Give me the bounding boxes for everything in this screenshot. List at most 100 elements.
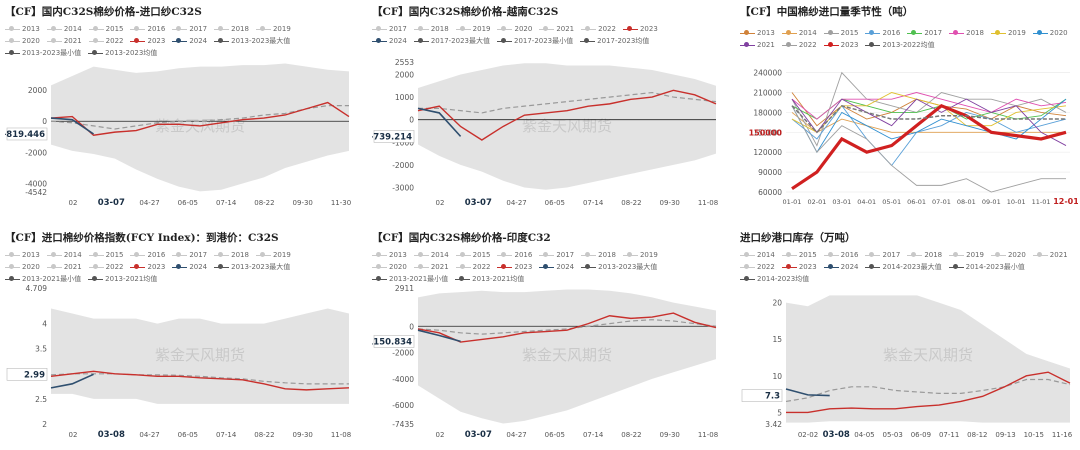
x-tick-label: 04-27	[139, 431, 159, 439]
legend-item[interactable]: 2017	[865, 249, 900, 261]
legend-item[interactable]: 2013-2023最大值	[581, 261, 657, 273]
legend-item[interactable]: 2017	[372, 23, 407, 35]
legend-item[interactable]: 2020	[5, 261, 40, 273]
legend-label: 2019	[966, 251, 984, 259]
legend-item[interactable]: 2013-2023最小值	[5, 47, 81, 59]
legend-label: 2016	[147, 25, 166, 33]
legend-item[interactable]: 2013	[5, 23, 40, 35]
legend-item[interactable]: 2013-2021最小值	[372, 273, 448, 285]
legend-item[interactable]: 2024	[172, 35, 207, 47]
legend-item[interactable]: 2018	[413, 23, 449, 35]
legend-item[interactable]: 2013-2021最小值	[5, 273, 81, 285]
legend-item[interactable]: 2018	[214, 249, 249, 261]
legend-item[interactable]: 2014	[781, 27, 817, 39]
legend-item[interactable]: 2015	[88, 23, 123, 35]
legend-item[interactable]: 2020	[1032, 27, 1068, 39]
legend-item[interactable]: 2019	[949, 249, 984, 261]
legend-item[interactable]: 2024	[823, 261, 858, 273]
range-band	[51, 308, 349, 404]
legend-item[interactable]: 2021	[413, 261, 449, 273]
legend-label: 2013-2021均值	[105, 275, 158, 283]
legend-item[interactable]: 2021	[1032, 249, 1068, 261]
legend-item[interactable]: 2020	[372, 261, 407, 273]
legend-item[interactable]: 2020	[497, 23, 532, 35]
legend-item[interactable]: 2018	[907, 249, 942, 261]
legend-item[interactable]: 2014-2023最大值	[865, 261, 942, 273]
legend-item[interactable]: 2015	[455, 249, 490, 261]
legend-item[interactable]: 2023	[622, 23, 658, 35]
legend-item[interactable]: 2013-2023均值	[88, 47, 157, 59]
legend-label: 2013-2023最大值	[231, 263, 291, 271]
legend-item[interactable]: 2023	[781, 261, 817, 273]
legend-item[interactable]: 2018	[214, 23, 249, 35]
legend-item[interactable]: 2013-2023最大值	[214, 35, 290, 47]
legend-marker-icon	[372, 275, 387, 283]
legend-item[interactable]: 2017	[172, 23, 207, 35]
chart-panel-yarn-port-inventory: 进口纱港口库存（万吨） 2014 2015 2016 2017 2018 2019 2020…	[740, 230, 1078, 446]
current-value-box	[6, 127, 48, 141]
legend-item[interactable]: 2013	[372, 249, 407, 261]
legend-item[interactable]: 2015	[88, 249, 123, 261]
legend-item[interactable]: 2014	[413, 249, 449, 261]
legend-item[interactable]: 2013	[5, 249, 40, 261]
legend-item[interactable]: 2015	[781, 249, 817, 261]
legend-item[interactable]: 2020	[990, 249, 1026, 261]
legend-item[interactable]: 2023	[130, 261, 165, 273]
x-tick-label: 08-22	[254, 199, 274, 207]
legend-item[interactable]: 2016	[130, 23, 165, 35]
y-tick-label: 90000	[758, 168, 782, 177]
legend-label: 2018	[924, 251, 943, 259]
legend-item[interactable]: 2017-2023均值	[580, 35, 649, 47]
legend-item[interactable]: 2022	[740, 261, 775, 273]
legend-item[interactable]: 2017	[172, 249, 207, 261]
y-tick-label: 0	[409, 322, 414, 331]
legend-item[interactable]: 2021	[46, 35, 82, 47]
legend-item[interactable]: 2013	[740, 27, 775, 39]
legend-item[interactable]: 2021	[539, 23, 574, 35]
legend-item[interactable]: 2013-2021均值	[88, 273, 157, 285]
legend-item[interactable]: 2022	[88, 261, 123, 273]
legend-item[interactable]: 2013-2023最大值	[214, 261, 290, 273]
legend-item[interactable]: 2017-2023最大值	[413, 35, 490, 47]
legend-item[interactable]: 2013-2021均值	[455, 273, 524, 285]
legend-item[interactable]: 2024	[539, 261, 574, 273]
legend-item[interactable]: 2014	[46, 23, 82, 35]
legend-marker-icon	[88, 25, 104, 33]
legend-item[interactable]: 2019	[455, 23, 490, 35]
legend-label: 2016	[882, 29, 901, 37]
legend-item[interactable]: 2024	[372, 35, 407, 47]
legend-item[interactable]: 2022	[455, 261, 490, 273]
legend-item[interactable]: 2024	[172, 261, 207, 273]
legend-item[interactable]: 2017-2023最小值	[496, 35, 573, 47]
legend-item[interactable]: 2019	[255, 249, 291, 261]
legend-item[interactable]: 2016	[130, 249, 165, 261]
legend-item[interactable]: 2018	[581, 249, 616, 261]
legend-item[interactable]: 2014	[740, 249, 775, 261]
legend-item[interactable]: 2016	[497, 249, 532, 261]
legend-item[interactable]: 2022	[581, 23, 616, 35]
legend-item[interactable]: 2015	[823, 27, 858, 39]
legend-item[interactable]: 2019	[622, 249, 658, 261]
legend-item[interactable]: 2022	[781, 39, 817, 51]
legend-item[interactable]: 2018	[949, 27, 984, 39]
legend-item[interactable]: 2020	[5, 35, 40, 47]
legend-item[interactable]: 2014	[46, 249, 82, 261]
legend-item[interactable]: 2014-2023均值	[740, 273, 809, 285]
legend-item[interactable]: 2014-2023最小值	[948, 261, 1025, 273]
legend-item[interactable]: 2023	[497, 261, 532, 273]
legend-item[interactable]: 2023	[130, 35, 165, 47]
chart-plot: 紫金天风期货4.70943.532.522.990203-0804-2706-0…	[6, 284, 351, 440]
legend-item[interactable]: 2021	[740, 39, 775, 51]
legend-item[interactable]: 2019	[255, 23, 291, 35]
legend-item[interactable]: 2022	[88, 35, 123, 47]
legend-label: 2023	[639, 25, 658, 33]
legend-item[interactable]: 2016	[865, 27, 900, 39]
legend-item[interactable]: 2013-2022均值	[865, 39, 935, 51]
x-tick-label: 07-14	[216, 199, 237, 207]
legend-item[interactable]: 2017	[907, 27, 942, 39]
legend-item[interactable]: 2016	[823, 249, 858, 261]
legend-item[interactable]: 2017	[539, 249, 574, 261]
legend-item[interactable]: 2019	[990, 27, 1026, 39]
legend-item[interactable]: 2021	[46, 261, 82, 273]
legend-item[interactable]: 2023	[823, 39, 858, 51]
